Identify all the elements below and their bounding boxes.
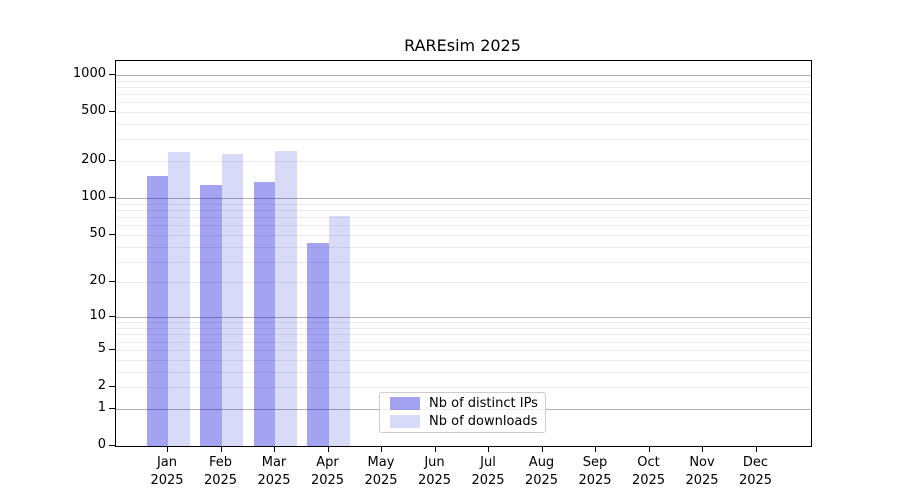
x-tick-mark	[702, 446, 703, 452]
bar-distinct-ips-mar	[253, 182, 275, 446]
x-tick-mark	[274, 446, 275, 452]
grid-line-minor	[116, 322, 811, 324]
y-tick-mark	[109, 197, 115, 199]
x-tick-label: Jun 2025	[417, 455, 452, 488]
y-tick-mark	[109, 316, 115, 318]
x-tick-mark	[327, 446, 329, 452]
legend-item-downloads: Nb of downloads	[390, 415, 545, 428]
grid-line-minor	[116, 282, 811, 284]
y-tick-mark	[109, 73, 115, 75]
y-tick-label: 0	[97, 437, 106, 452]
bar-downloads-feb	[221, 153, 243, 446]
grid-line-minor	[116, 139, 811, 141]
grid-line-minor	[116, 225, 811, 227]
grid-line-minor	[116, 217, 811, 218]
grid-line-minor	[116, 124, 811, 125]
x-tick-mark	[381, 446, 382, 452]
grid-line-minor	[116, 86, 811, 88]
y-tick-mark	[109, 407, 115, 409]
y-tick-label: 500	[81, 103, 106, 118]
y-tick-label: 1	[97, 399, 106, 415]
grid-line-minor	[116, 359, 811, 361]
bar-downloads-mar	[275, 150, 297, 446]
bar-distinct-ips-feb	[200, 184, 222, 446]
chart-title: RAREsim 2025	[404, 36, 521, 55]
bar-distinct-ips-jan	[146, 176, 168, 446]
legend-item-distinct-ips: Nb of distinct IPs	[390, 397, 545, 410]
x-tick-mark	[595, 446, 596, 452]
bar-distinct-ips-apr	[307, 242, 329, 446]
grid-line-minor	[116, 341, 811, 343]
legend-swatch-downloads	[390, 415, 420, 428]
legend-label-distinct-ips: Nb of distinct IPs	[429, 396, 538, 411]
x-tick-label: Dec 2025	[738, 455, 773, 488]
bar-downloads-apr	[328, 216, 350, 446]
grid-line-minor	[116, 94, 811, 95]
grid-line-minor	[116, 161, 811, 163]
grid-line-major	[116, 74, 811, 76]
legend: Nb of distinct IPs Nb of downloads	[379, 392, 546, 433]
x-tick-mark	[167, 446, 168, 452]
grid-line-minor	[116, 387, 811, 388]
grid-line-minor	[116, 209, 811, 211]
x-tick-mark	[648, 446, 650, 452]
grid-line-minor	[116, 349, 811, 351]
y-tick-label: 200	[81, 152, 106, 168]
y-tick-mark	[109, 445, 115, 446]
x-tick-label: Mar 2025	[257, 455, 291, 488]
x-tick-label: Jul 2025	[471, 455, 505, 488]
y-tick-label: 2	[97, 378, 106, 393]
grid-line-minor	[116, 371, 811, 373]
x-tick-label: Oct 2025	[631, 455, 666, 488]
grid-line-minor	[116, 80, 811, 82]
x-tick-label: Apr 2025	[310, 455, 345, 488]
x-tick-label: Sep 2025	[578, 455, 612, 488]
x-tick-label: Jan 2025	[150, 455, 184, 488]
grid-line-minor	[116, 246, 811, 248]
x-tick-label: Aug 2025	[524, 455, 559, 488]
legend-swatch-distinct-ips	[390, 397, 420, 410]
y-tick-mark	[109, 160, 115, 162]
y-tick-label: 1000	[72, 65, 106, 81]
grid-line-major	[116, 317, 811, 319]
grid-line-minor	[116, 328, 811, 329]
grid-line-minor	[116, 261, 811, 263]
grid-line-minor	[116, 334, 811, 336]
y-tick-label: 10	[89, 308, 106, 324]
x-tick-mark	[541, 446, 543, 452]
x-tick-mark	[220, 446, 222, 452]
plot-area	[115, 60, 812, 447]
y-tick-mark	[109, 348, 115, 350]
y-tick-label: 20	[89, 273, 106, 289]
x-tick-mark	[488, 446, 489, 452]
y-tick-mark	[109, 111, 115, 112]
y-tick-mark	[109, 233, 115, 235]
y-tick-mark	[109, 386, 115, 387]
legend-label-downloads: Nb of downloads	[429, 414, 538, 429]
y-tick-mark	[109, 281, 115, 283]
x-tick-label: May 2025	[364, 455, 398, 488]
y-tick-label: 5	[97, 340, 106, 356]
grid-line-minor	[116, 102, 811, 104]
x-tick-mark	[434, 446, 436, 452]
y-tick-label: 50	[89, 225, 106, 241]
grid-line-minor	[116, 112, 811, 113]
x-tick-mark	[755, 446, 757, 452]
x-tick-label: Nov 2025	[685, 455, 719, 488]
grid-line-major	[116, 198, 811, 200]
y-tick-label: 100	[81, 189, 106, 205]
grid-line-minor	[116, 203, 811, 205]
grid-line-minor	[116, 234, 811, 236]
x-tick-label: Feb 2025	[203, 455, 238, 488]
bar-downloads-jan	[168, 152, 190, 446]
